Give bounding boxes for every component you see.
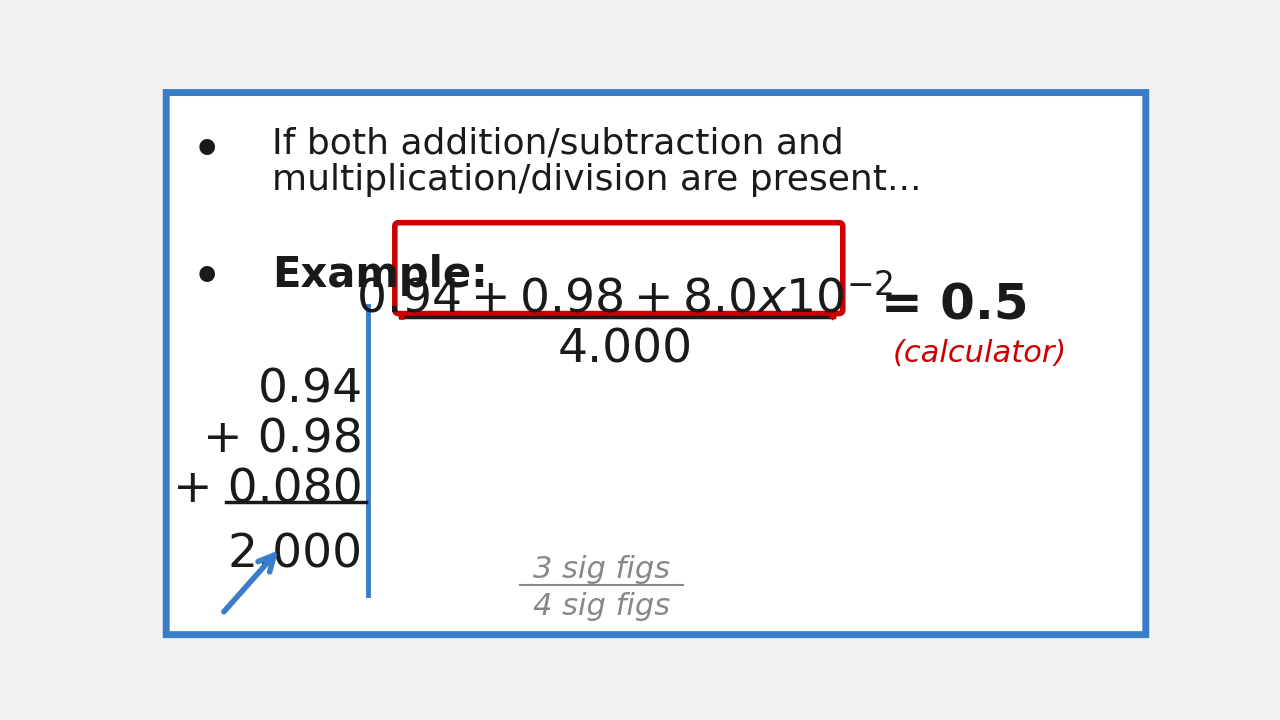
Text: (calculator): (calculator)	[892, 339, 1066, 368]
Text: 2.000: 2.000	[228, 533, 364, 578]
Text: 4 sig figs: 4 sig figs	[534, 593, 671, 621]
Text: 3 sig figs: 3 sig figs	[534, 554, 671, 583]
Text: + 0.080: + 0.080	[173, 467, 364, 513]
Text: Example:: Example:	[273, 254, 488, 296]
Text: •: •	[192, 129, 221, 172]
Text: + 0.98: + 0.98	[204, 418, 364, 462]
Text: 4.000: 4.000	[557, 328, 692, 372]
Text: multiplication/division are present...: multiplication/division are present...	[273, 163, 922, 197]
Text: •: •	[192, 256, 221, 299]
FancyBboxPatch shape	[166, 93, 1146, 634]
Text: = 0.5: = 0.5	[881, 282, 1028, 330]
Text: $0.94 + 0.98 + 8.0x10^{-2}$: $0.94 + 0.98 + 8.0x10^{-2}$	[356, 275, 893, 322]
Text: 0.94: 0.94	[257, 367, 364, 413]
Text: If both addition/subtraction and: If both addition/subtraction and	[273, 127, 844, 161]
